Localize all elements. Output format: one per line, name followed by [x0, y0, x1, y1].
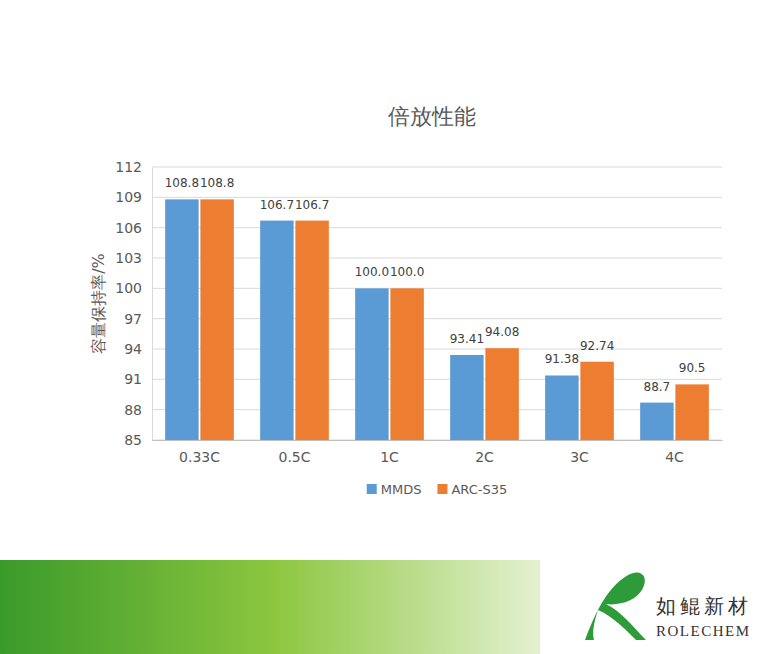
y-tick: 103 [115, 250, 152, 266]
logo-subtext: ROLECHEM [656, 623, 751, 639]
title: 倍放性能 [388, 104, 476, 129]
x-tick: 3C [570, 440, 589, 465]
data-labels: 108.8 106.7 100.0 93.41 91.38 88.7 108.8 106.7 1… [165, 176, 706, 393]
x-axis: 0.33C 0.5C 1C 2C 3C 4C [153, 440, 723, 465]
y-tick-label: 106 [115, 220, 142, 236]
legend-item: MMDS [367, 482, 422, 497]
logo: 如鲲新材 ROLECHEM [585, 572, 752, 640]
logo-background [540, 560, 781, 654]
logo-mark [585, 572, 646, 640]
x-tick-label: 1C [380, 449, 399, 465]
x-tick-label: 0.5C [278, 449, 310, 465]
grid-line [152, 258, 722, 259]
bar [640, 403, 673, 440]
bar [545, 375, 578, 440]
x-tick-label: 0.33C [179, 449, 220, 465]
bar [295, 221, 328, 440]
grid-line [152, 379, 722, 380]
data-label: 106.7 [260, 198, 294, 212]
y-tick-label: 88 [124, 402, 142, 418]
x-axis-line [153, 440, 723, 441]
chart: 85 88 91 94 97 100 103 106 109 112 0.33C 0.5C 1C 2C 3C… [0, 0, 781, 654]
grid-line [152, 409, 722, 410]
y-axis-line [152, 168, 153, 441]
bar [675, 384, 708, 440]
data-label: 91.38 [545, 352, 579, 366]
bar [260, 221, 293, 440]
logo-text: 如鲲新材 [656, 594, 752, 618]
data-label: 88.7 [644, 380, 671, 394]
x-tick-label: 4C [665, 449, 684, 465]
legend-label: MMDS [381, 482, 422, 497]
y-tick: 94 [124, 341, 152, 357]
y-tick: 106 [115, 220, 152, 236]
x-tick-label: 2C [475, 449, 494, 465]
bar [165, 199, 198, 440]
y-tick-label: 112 [115, 159, 142, 175]
y-tick-label: 97 [124, 311, 142, 327]
y-tick-label: 100 [115, 280, 142, 296]
data-label: 90.5 [679, 361, 706, 375]
y-axis: 85 88 91 94 97 100 103 106 109 112 [115, 159, 152, 448]
grid [152, 167, 722, 440]
legend-label: ARC-S35 [451, 482, 507, 497]
grid-line [152, 318, 722, 319]
y-axis-title: 容量保持率/% [89, 253, 108, 354]
y-tick: 109 [115, 189, 152, 205]
legend-swatch [437, 484, 447, 494]
y-tick: 88 [124, 402, 152, 418]
data-label: 94.08 [485, 325, 519, 339]
grid-line [152, 440, 722, 441]
legend-swatch [367, 484, 377, 494]
bar [200, 199, 233, 440]
bar [390, 288, 423, 440]
y-tick: 97 [124, 311, 152, 327]
bars [165, 199, 709, 440]
x-tick-label: 3C [570, 449, 589, 465]
bar [355, 288, 388, 440]
grid-line [152, 349, 722, 350]
x-tick: 0.33C [179, 440, 220, 465]
data-label: 100.0 [355, 265, 389, 279]
grid-line [152, 288, 722, 289]
x-tick: 0.5C [278, 440, 310, 465]
y-tick-label: 85 [124, 432, 142, 448]
legend-item: ARC-S35 [437, 482, 507, 497]
bar [450, 355, 483, 440]
x-tick: 4C [665, 440, 684, 465]
data-label: 100.0 [390, 265, 424, 279]
x-tick: 1C [380, 440, 399, 465]
y-tick: 112 [115, 159, 152, 175]
x-tick: 2C [475, 440, 494, 465]
y-tick: 85 [124, 432, 152, 448]
y-tick: 91 [124, 371, 152, 387]
grid-line [152, 167, 722, 168]
data-label: 108.8 [165, 176, 199, 190]
grid-line [152, 227, 722, 228]
bar [580, 362, 613, 440]
data-label: 106.7 [295, 198, 329, 212]
footer-band [0, 560, 781, 654]
grid-line [152, 197, 722, 198]
y-tick-label: 109 [115, 189, 142, 205]
bar [485, 348, 518, 440]
y-tick-label: 103 [115, 250, 142, 266]
data-label: 92.74 [580, 339, 614, 353]
y-tick: 100 [115, 280, 152, 296]
y-tick-label: 94 [124, 341, 142, 357]
data-label: 93.41 [450, 332, 484, 346]
legend: MMDS ARC-S35 [367, 482, 508, 497]
y-tick-label: 91 [124, 371, 142, 387]
data-label: 108.8 [200, 176, 234, 190]
